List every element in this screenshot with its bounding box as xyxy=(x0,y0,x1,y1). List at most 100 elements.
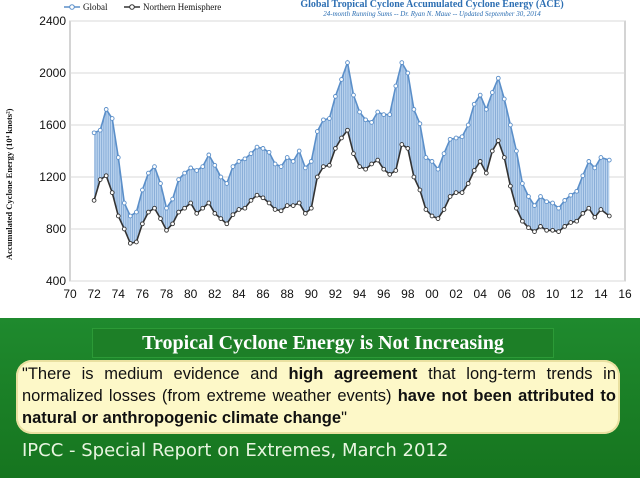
y-axis-label: Accumulated Cyclone Energy (10⁴ knots²) xyxy=(4,108,14,260)
data-point-global xyxy=(544,199,549,205)
data-point-global xyxy=(556,205,561,211)
data-point-northern-hemisphere xyxy=(351,151,356,156)
data-point-northern-hemisphere xyxy=(284,203,290,208)
data-point-northern-hemisphere xyxy=(290,203,296,208)
data-point-global xyxy=(417,121,423,127)
data-point-northern-hemisphere xyxy=(381,166,387,172)
data-point-global xyxy=(532,203,537,208)
x-tick-label: 90 xyxy=(305,287,319,301)
data-point-northern-hemisphere xyxy=(91,198,97,203)
data-point-northern-hemisphere xyxy=(477,159,483,164)
data-point-global xyxy=(369,120,374,125)
data-point-global xyxy=(598,155,604,160)
data-point-northern-hemisphere xyxy=(556,229,561,234)
data-point-global xyxy=(429,159,435,164)
data-point-northern-hemisphere xyxy=(115,213,121,219)
x-tick-label: 80 xyxy=(184,287,198,301)
data-point-northern-hemisphere xyxy=(127,240,133,246)
data-point-northern-hemisphere xyxy=(109,190,115,195)
data-point-global xyxy=(260,146,266,151)
data-point-global xyxy=(200,164,206,169)
quote-text: "There is medium evidence and high agree… xyxy=(22,363,616,429)
data-point-global xyxy=(218,174,224,180)
x-tick-label: 14 xyxy=(594,287,608,301)
data-point-global xyxy=(562,198,568,203)
data-point-global xyxy=(568,192,574,198)
data-point-northern-hemisphere xyxy=(606,213,612,219)
y-tick-label: 2400 xyxy=(39,14,66,28)
chart-title: Global Tropical Cyclone Accumulated Cycl… xyxy=(300,0,563,10)
data-point-global xyxy=(290,159,296,164)
data-point-global xyxy=(284,155,290,160)
data-point-global xyxy=(308,159,314,164)
data-point-global xyxy=(357,109,362,115)
data-point-northern-hemisphere xyxy=(459,190,465,195)
data-point-northern-hemisphere xyxy=(248,198,254,203)
data-point-global xyxy=(272,161,278,167)
data-point-global xyxy=(127,213,133,219)
data-point-northern-hemisphere xyxy=(574,218,580,224)
data-point-northern-hemisphere xyxy=(121,226,127,232)
data-point-northern-hemisphere xyxy=(453,190,459,195)
data-point-northern-hemisphere xyxy=(218,216,224,221)
data-point-northern-hemisphere xyxy=(140,221,145,227)
data-point-global xyxy=(393,83,399,89)
data-point-global xyxy=(230,164,236,169)
data-point-northern-hemisphere xyxy=(327,162,332,168)
data-point-northern-hemisphere xyxy=(363,166,368,172)
data-point-global xyxy=(477,92,483,98)
x-tick-label: 78 xyxy=(160,287,174,301)
legend-nh-marker xyxy=(129,4,135,10)
data-point-northern-hemisphere xyxy=(200,205,206,211)
data-point-northern-hemisphere xyxy=(532,229,537,234)
data-point-global xyxy=(302,165,308,171)
data-point-northern-hemisphere xyxy=(278,208,284,214)
data-point-northern-hemisphere xyxy=(357,164,362,169)
data-point-global xyxy=(339,77,344,82)
data-point-global xyxy=(121,200,127,206)
data-point-global xyxy=(188,165,194,171)
points-global xyxy=(91,60,612,219)
data-point-northern-hemisphere xyxy=(345,127,350,133)
data-point-northern-hemisphere xyxy=(146,209,151,215)
data-point-global xyxy=(453,135,459,141)
data-point-northern-hemisphere xyxy=(333,146,338,151)
data-point-global xyxy=(242,156,248,162)
data-point-global xyxy=(254,144,260,150)
data-point-northern-hemisphere xyxy=(97,177,103,182)
data-point-global xyxy=(321,117,326,123)
data-point-northern-hemisphere xyxy=(302,211,308,216)
data-point-global xyxy=(495,75,501,81)
data-point-global xyxy=(514,148,519,154)
data-point-global xyxy=(411,107,417,112)
data-point-northern-hemisphere xyxy=(194,211,200,216)
data-point-global xyxy=(314,129,320,134)
data-point-global xyxy=(296,148,302,154)
data-point-global xyxy=(224,181,230,186)
data-point-global xyxy=(158,181,163,186)
data-point-global xyxy=(606,157,612,163)
data-point-global xyxy=(97,127,103,133)
data-point-global xyxy=(459,134,465,140)
data-point-global xyxy=(152,164,157,169)
data-point-global xyxy=(278,164,284,169)
data-point-global xyxy=(134,209,139,215)
x-tick-label: 16 xyxy=(618,287,632,301)
legend-nh-label: Northern Hemisphere xyxy=(143,2,221,12)
data-point-global xyxy=(103,107,109,112)
x-tick-label: 06 xyxy=(498,287,512,301)
data-point-northern-hemisphere xyxy=(188,200,194,206)
data-point-global xyxy=(194,168,200,173)
x-tick-label: 04 xyxy=(474,287,488,301)
data-point-global xyxy=(212,162,218,168)
data-point-global xyxy=(501,96,507,102)
data-point-northern-hemisphere xyxy=(538,224,543,229)
data-point-northern-hemisphere xyxy=(405,146,411,151)
quote-source: IPCC - Special Report on Extremes, March… xyxy=(22,440,449,461)
data-point-global xyxy=(441,151,447,156)
data-point-global xyxy=(423,155,429,160)
data-point-northern-hemisphere xyxy=(568,220,574,225)
x-tick-label: 08 xyxy=(522,287,536,301)
data-point-global xyxy=(405,70,411,76)
data-point-global xyxy=(465,122,471,128)
